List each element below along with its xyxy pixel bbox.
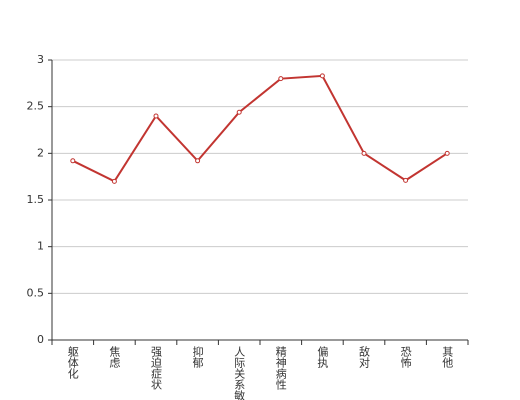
x-tick-label: 偏执: [316, 345, 329, 369]
point: [236, 109, 242, 115]
x-tick-label: 其他: [441, 346, 454, 368]
point: [278, 76, 284, 82]
y-tick-label: 1: [37, 240, 44, 253]
point: [111, 178, 117, 184]
point: [195, 158, 201, 164]
x-tick-label: 敌对: [358, 345, 371, 368]
x-tick-label: 人际关系敏感: [233, 346, 246, 400]
point: [361, 150, 367, 156]
x-tick-label: 躯体化: [66, 346, 79, 380]
x-tick-label: 强迫症状: [150, 346, 163, 390]
point: [70, 158, 76, 164]
y-tick-label: 1.5: [27, 193, 45, 206]
point: [153, 113, 159, 119]
line: [72, 74, 448, 183]
y-tick-label: 2.5: [27, 100, 45, 113]
x-tick-label: 焦虑: [108, 346, 121, 368]
y-tick-label: 0: [37, 333, 44, 346]
point: [444, 150, 450, 156]
y-tick-label: 0.5: [27, 286, 45, 299]
y-tick-label: 3: [37, 53, 44, 66]
point: [319, 73, 325, 79]
x-tick-label: 恐怖: [399, 346, 412, 368]
x-tick-label: 精神病性: [274, 346, 287, 391]
y-tick-label: 2: [37, 146, 44, 159]
x-tick-label: 抑郁: [191, 345, 204, 368]
point: [403, 177, 409, 183]
